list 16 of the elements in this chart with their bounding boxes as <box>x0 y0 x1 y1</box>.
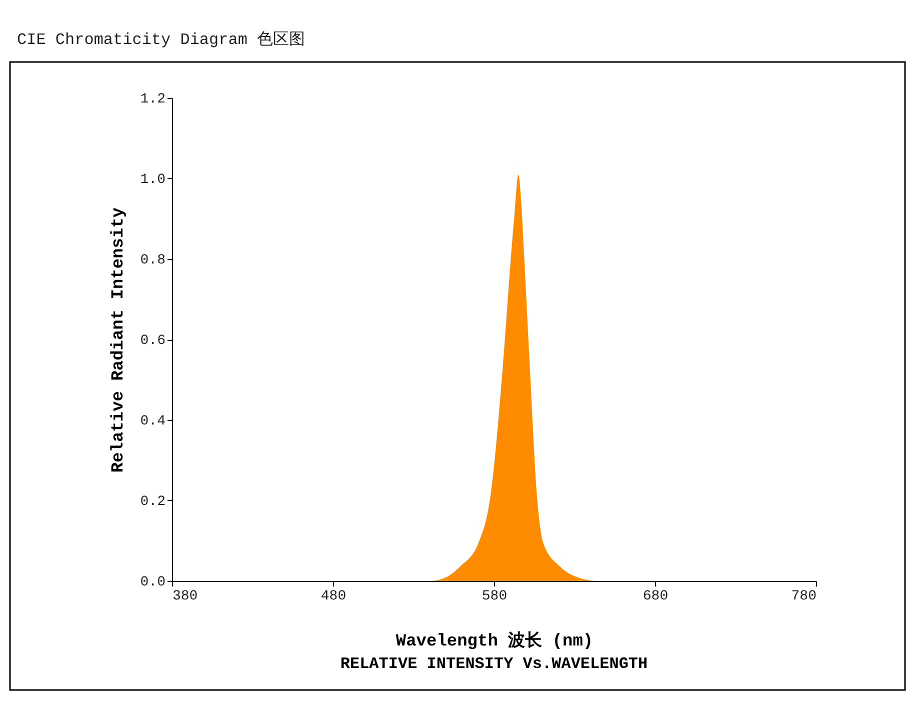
chart-title: CIE Chromaticity Diagram 色区图 <box>17 31 306 49</box>
y-tick-label: 0.4 <box>140 414 166 430</box>
x-tick-label: 680 <box>642 588 668 604</box>
y-tick-label: 0.6 <box>140 333 166 349</box>
x-tick-label: 380 <box>172 588 198 604</box>
y-tick-label: 1.2 <box>140 92 166 108</box>
y-axis-title: Relative Radiant Intensity <box>109 207 128 473</box>
y-tick-label: 0.2 <box>140 494 166 510</box>
y-tick-label: 0.0 <box>140 574 166 590</box>
y-tick-label: 0.8 <box>140 252 166 268</box>
x-tick-label: 580 <box>482 588 508 604</box>
text: RELATIVE INTENSITY Vs.WAVELENGTH <box>340 655 648 673</box>
x-axis-title: Wavelength 波长 (nm) <box>396 630 594 652</box>
x-tick-label: 780 <box>791 588 816 604</box>
x-tick-label: 480 <box>320 588 346 604</box>
y-tick-label: 1.0 <box>140 172 166 188</box>
